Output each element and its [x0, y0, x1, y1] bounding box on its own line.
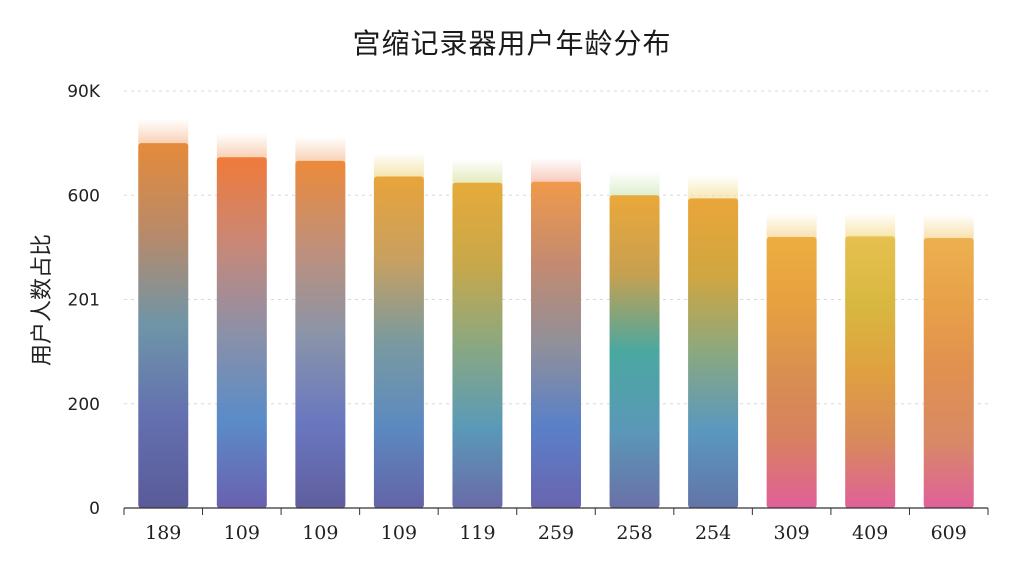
x-axis	[123, 507, 989, 515]
x-tick-label: 109	[224, 522, 260, 544]
bar-glow	[766, 212, 817, 239]
bar-glow	[923, 213, 974, 240]
bar	[373, 176, 424, 509]
x-tick-label: 189	[145, 522, 181, 544]
y-tick-label: 201	[68, 291, 100, 311]
x-tick-label: 119	[459, 522, 495, 544]
x-tick-label: 609	[931, 522, 967, 544]
bar-glow	[138, 119, 189, 146]
bar-glow	[531, 157, 581, 184]
bar-glow	[609, 171, 660, 198]
bar-glow	[216, 133, 267, 160]
x-tick-label: 309	[774, 522, 810, 544]
bar	[531, 181, 581, 508]
x-tick-label: 109	[381, 522, 417, 544]
bar-glow	[845, 212, 896, 239]
y-tick-labels: 0 200 201 600 90K	[67, 82, 101, 519]
bars	[138, 119, 974, 509]
x-tick-label: 259	[538, 522, 574, 544]
bar	[295, 160, 346, 508]
y-tick-label: 600	[68, 186, 100, 206]
x-tick-label: 254	[695, 522, 731, 544]
x-tick-label: 409	[852, 522, 888, 544]
bar	[923, 237, 974, 508]
bar	[845, 236, 896, 508]
x-tick-label: 109	[302, 522, 338, 544]
y-tick-label: 0	[89, 499, 100, 519]
bar-glow	[688, 174, 739, 201]
chart-title: 宫缩记录器用户年龄分布	[352, 27, 672, 60]
bar-glow	[295, 136, 346, 163]
x-tick-labels: 189 109 109 109 119 259 258 254 309 409 609	[145, 522, 967, 544]
bar	[609, 195, 660, 508]
bar-glow	[452, 158, 503, 185]
x-tick-label: 258	[616, 522, 652, 544]
bar	[688, 198, 739, 508]
bar	[216, 157, 267, 509]
bar	[138, 143, 189, 508]
bar-glow	[373, 152, 424, 179]
y-tick-label: 90K	[67, 82, 101, 102]
bar	[452, 182, 503, 509]
bar	[766, 236, 817, 508]
y-tick-label: 200	[68, 395, 100, 415]
